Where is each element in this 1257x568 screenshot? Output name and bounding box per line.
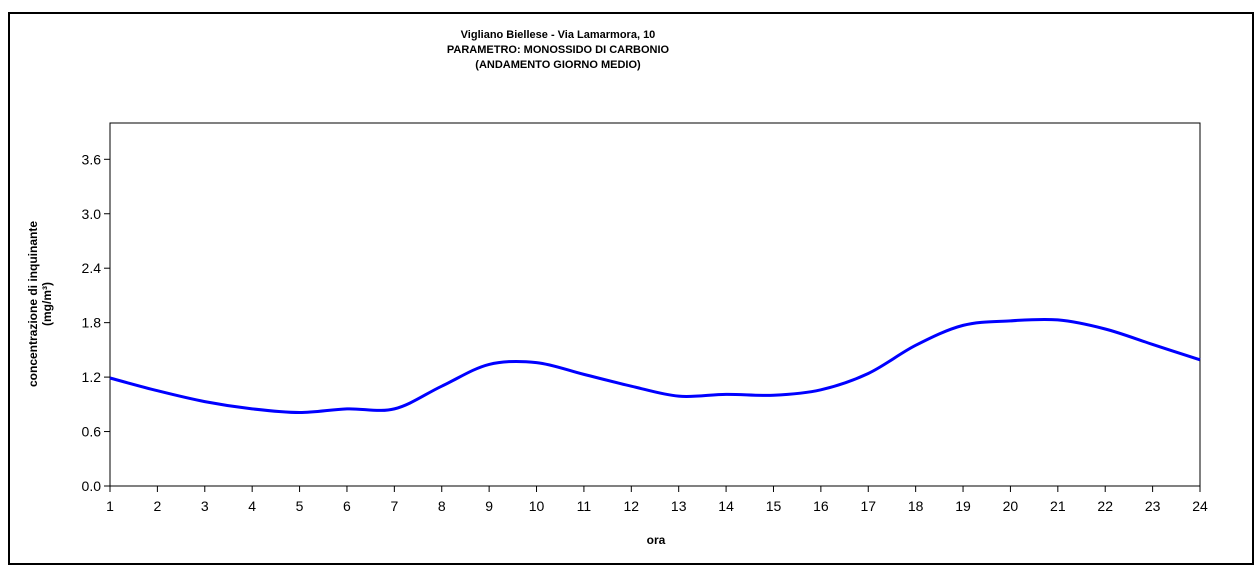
plot-border — [109, 122, 1201, 487]
y-tick-label: 3.6 — [82, 151, 102, 167]
x-tick-label: 16 — [813, 498, 829, 514]
x-tick-label: 22 — [1097, 498, 1113, 514]
y-axis-label-line-2: (mg/m³) — [40, 282, 54, 326]
x-tick-label: 1 — [106, 498, 114, 514]
x-tick-label: 19 — [955, 498, 971, 514]
y-tick-label: 2.4 — [82, 260, 102, 276]
x-tick-label: 3 — [201, 498, 209, 514]
y-tick-label: 3.0 — [82, 206, 102, 222]
line-chart: Vigliano Biellese - Via Lamarmora, 10 PA… — [26, 29, 1208, 547]
x-tick-label: 15 — [766, 498, 782, 514]
x-tick-label: 20 — [1003, 498, 1019, 514]
x-tick-label: 5 — [296, 498, 304, 514]
y-tick-label: 0.0 — [82, 478, 102, 494]
y-tick-label: 0.6 — [82, 424, 102, 440]
series-line — [109, 317, 1201, 414]
x-tick-label: 4 — [248, 498, 256, 514]
x-tick-label: 7 — [390, 498, 398, 514]
x-tick-label: 2 — [153, 498, 161, 514]
plot-area — [109, 122, 1201, 487]
x-tick-label: 18 — [908, 498, 924, 514]
chart-title: Vigliano Biellese - Via Lamarmora, 10 PA… — [447, 29, 670, 71]
chart-title-line-2: PARAMETRO: MONOSSIDO DI CARBONIO — [447, 44, 670, 56]
x-tick-label: 21 — [1050, 498, 1066, 514]
chart-title-line-1: Vigliano Biellese - Via Lamarmora, 10 — [461, 29, 656, 41]
x-tick-label: 23 — [1145, 498, 1161, 514]
x-tick-label: 11 — [577, 498, 592, 514]
x-tick-label: 9 — [485, 498, 493, 514]
x-axis-ticks: 1 2 3 4 5 6 7 8 9 10 11 12 13 14 15 16 17 18 19 20 21 22 23 24 — [106, 486, 1208, 514]
y-tick-label: 1.8 — [82, 315, 102, 331]
x-tick-label: 24 — [1192, 498, 1208, 514]
x-tick-label: 14 — [718, 498, 734, 514]
chart-frame: Vigliano Biellese - Via Lamarmora, 10 PA… — [8, 12, 1254, 565]
x-tick-label: 12 — [624, 498, 640, 514]
x-tick-label: 8 — [438, 498, 446, 514]
y-axis-label-line-1: concentrazione di inquinante — [26, 221, 40, 387]
series-group — [109, 317, 1201, 414]
y-axis-ticks: 0.0 0.6 1.2 1.8 2.4 3.0 3.6 — [82, 151, 110, 494]
y-axis-label: concentrazione di inquinante (mg/m³) — [26, 221, 54, 387]
y-tick-label: 1.2 — [82, 369, 102, 385]
x-axis-label: ora — [647, 533, 666, 547]
x-tick-label: 17 — [860, 498, 876, 514]
x-tick-label: 13 — [671, 498, 687, 514]
chart-title-line-3: (ANDAMENTO GIORNO MEDIO) — [475, 59, 641, 71]
x-tick-label: 10 — [529, 498, 545, 514]
x-tick-label: 6 — [343, 498, 351, 514]
